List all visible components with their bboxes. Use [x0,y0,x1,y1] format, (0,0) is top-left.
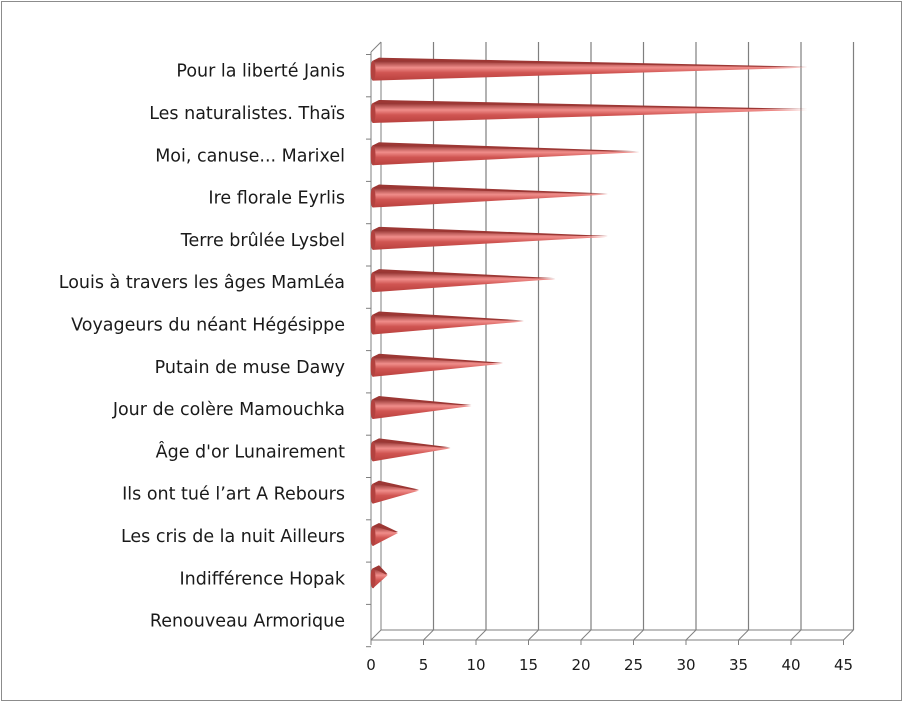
x-tick-label: 15 [519,656,538,674]
category-label: Jour de colère Mamouchka [112,400,345,420]
category-label: Renouveau Armorique [150,612,345,632]
x-tick-label: 0 [366,656,376,674]
x-tick-labels: 0 5 10 15 20 25 30 35 40 45 [366,656,853,674]
bar-cone [370,438,451,462]
category-label: Indifférence Hopak [180,569,346,589]
x-tick-label: 10 [466,656,485,674]
category-label: Louis à travers les âges MamLéa [59,273,345,293]
bar-cone [370,226,608,250]
bar-cone [370,480,419,504]
category-label: Moi, canuse... Marixel [155,146,345,166]
y-axis-top-depth [370,41,382,53]
chart-bars [370,57,808,589]
category-label: Les naturalistes. Thaïs [149,104,345,124]
x-tick-label: 45 [834,656,853,674]
gridline-depth [528,629,539,641]
category-label: Putain de muse Dawy [155,358,345,378]
category-label: Ire florale Eyrlis [208,189,345,209]
bar-cone [370,142,640,166]
category-labels: Pour la liberté Janis Les naturalistes. T… [59,62,346,632]
category-label: Les cris de la nuit Ailleurs [121,527,345,547]
x-tick-label: 30 [676,656,695,674]
bar-cone [370,269,556,293]
x-tick-label: 20 [571,656,590,674]
gridline-depth [423,629,434,641]
x-tick-label: 40 [781,656,800,674]
bar-cone [370,565,388,589]
chart-axes [366,41,854,648]
bar-cone [370,99,808,123]
gridline-depth [790,629,802,641]
category-label: Ils ont tué l’art A Rebours [122,485,345,505]
gridline-depth [475,629,487,641]
x-tick-label: 35 [729,656,748,674]
gridline-depth [843,629,854,641]
gridline-depth [685,629,697,641]
category-label: Voyageurs du néant Hégésippe [71,315,345,335]
category-label: Pour la liberté Janis [176,62,345,82]
bar-cone [370,57,808,81]
bar-cone [370,522,398,546]
bar-cone [370,311,524,335]
x-tick-label: 25 [624,656,643,674]
x-tick-label: 5 [419,656,429,674]
bar-cone [370,396,472,420]
gridline-depth [738,629,749,641]
gridline-depth [633,629,644,641]
bar-cone [370,184,608,208]
category-label: Âge d'or Lunairement [156,440,345,462]
bar-cone [370,353,503,377]
chart-gridlines [370,42,855,645]
category-label: Terre brûlée Lysbel [180,231,345,251]
gridline-depth [370,629,382,641]
gridline-depth [580,629,592,641]
